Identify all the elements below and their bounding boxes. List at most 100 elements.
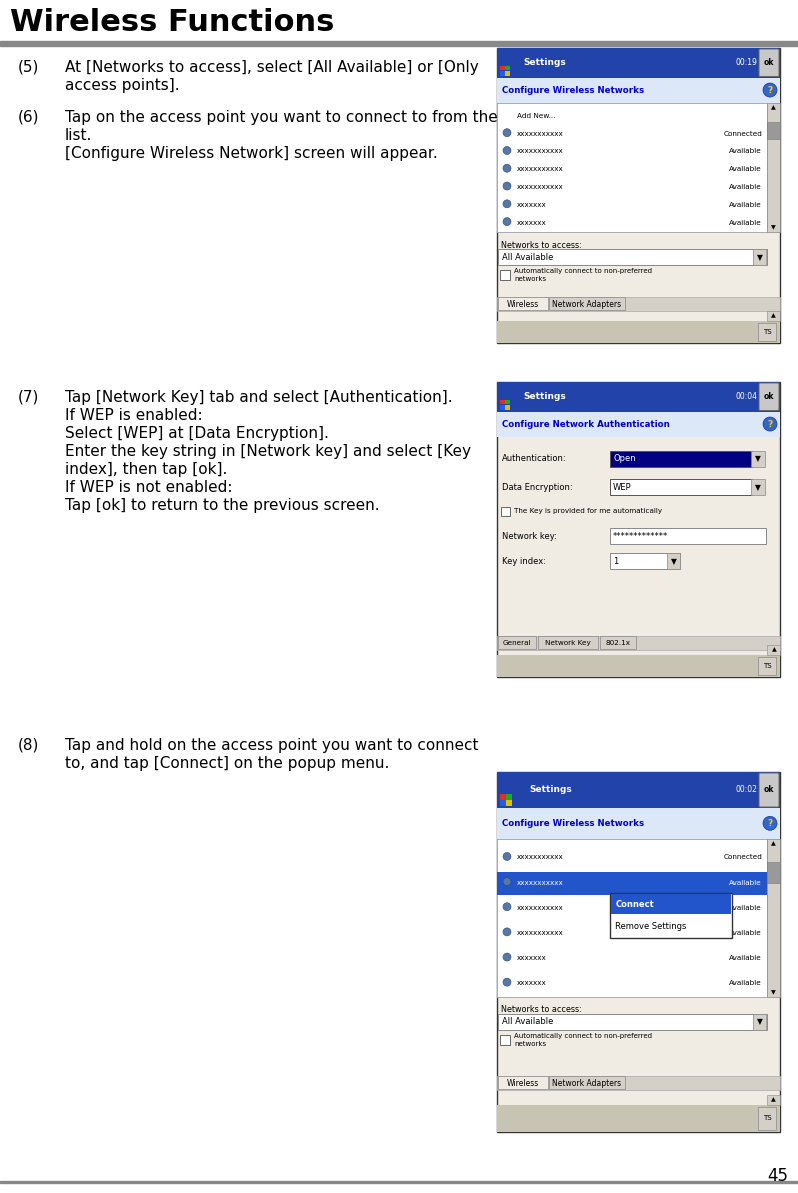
Bar (498, 636, 536, 649)
Text: list.: list. (65, 128, 93, 143)
Text: Connected: Connected (723, 854, 762, 860)
FancyBboxPatch shape (759, 773, 779, 806)
Text: Available: Available (729, 879, 762, 885)
Text: Tap on the access point you want to connect to from the: Tap on the access point you want to conn… (65, 110, 498, 125)
Bar (767, 863, 780, 883)
Text: (6): (6) (18, 110, 39, 125)
Bar (751, 480, 764, 495)
Bar (610, 480, 752, 495)
Text: xxxxxxx: xxxxxxx (517, 981, 547, 987)
Text: ▼: ▼ (671, 557, 678, 565)
Bar (497, 382, 780, 676)
Text: At [Networks to access], select [All Available] or [Only: At [Networks to access], select [All Ava… (65, 60, 479, 75)
Text: Networks to access:: Networks to access: (501, 1006, 582, 1014)
Text: Available: Available (729, 904, 762, 910)
Bar (497, 872, 767, 895)
Bar (767, 311, 780, 321)
Bar (0, 41, 798, 47)
Text: TS: TS (763, 329, 772, 335)
Text: Data Encryption:: Data Encryption: (502, 482, 573, 492)
Bar (497, 636, 780, 650)
Bar (767, 839, 780, 997)
Text: Settings: Settings (523, 58, 567, 67)
Text: 1: 1 (613, 557, 618, 565)
Bar (753, 249, 766, 265)
Bar (497, 655, 780, 676)
Bar (500, 1036, 510, 1045)
Bar (767, 103, 780, 233)
Text: Key index:: Key index: (502, 557, 546, 565)
Bar (667, 554, 680, 569)
Bar (498, 297, 548, 310)
Bar (758, 1107, 776, 1130)
Text: ▲: ▲ (772, 648, 776, 653)
Bar (497, 808, 780, 839)
Bar (497, 297, 780, 311)
Circle shape (503, 903, 511, 910)
Text: Remove Settings: Remove Settings (615, 922, 686, 931)
Bar (507, 801, 512, 806)
Text: Settings: Settings (523, 392, 567, 401)
Bar (505, 70, 510, 75)
Bar (497, 1105, 780, 1132)
Circle shape (763, 418, 777, 431)
Circle shape (763, 84, 777, 97)
Bar (610, 892, 732, 938)
Circle shape (503, 147, 511, 154)
Bar (767, 1095, 780, 1105)
Text: Network Key: Network Key (545, 639, 591, 645)
Text: ▲: ▲ (771, 841, 776, 847)
Bar (497, 382, 780, 412)
Bar (500, 271, 510, 280)
Circle shape (503, 165, 511, 172)
FancyBboxPatch shape (759, 383, 779, 410)
Text: ok: ok (764, 392, 774, 401)
Bar (497, 772, 780, 1132)
Text: Authentication:: Authentication: (502, 455, 567, 464)
Bar (497, 48, 780, 78)
Bar (505, 400, 510, 404)
Text: Add New...: Add New... (517, 113, 555, 119)
Text: ▲: ▲ (771, 105, 776, 111)
Text: Wireless: Wireless (507, 299, 539, 309)
Bar (497, 839, 767, 997)
Text: The Key is provided for me automatically: The Key is provided for me automatically (514, 508, 662, 514)
Circle shape (503, 217, 511, 225)
Bar (610, 528, 766, 544)
Text: Available: Available (729, 981, 762, 987)
Text: WEP: WEP (613, 482, 632, 492)
Bar (497, 321, 780, 344)
Circle shape (503, 853, 511, 860)
Bar (611, 895, 731, 914)
Text: Available: Available (729, 202, 762, 208)
Text: TS: TS (763, 1115, 772, 1121)
Text: access points].: access points]. (65, 78, 180, 93)
Text: ▲: ▲ (771, 1098, 776, 1102)
Text: index], then tap [ok].: index], then tap [ok]. (65, 462, 227, 477)
Text: TS: TS (763, 663, 772, 669)
Text: xxxxxxxxxxx: xxxxxxxxxxx (517, 184, 563, 190)
Bar (751, 451, 764, 466)
Text: ▼: ▼ (755, 455, 760, 464)
Text: Automatically connect to non-preferred
networks: Automatically connect to non-preferred n… (514, 268, 652, 283)
Bar (497, 772, 780, 808)
Text: Configure Network Authentication: Configure Network Authentication (502, 420, 670, 428)
FancyBboxPatch shape (759, 49, 779, 76)
Bar (498, 1076, 548, 1089)
Bar (505, 66, 510, 70)
Bar (767, 645, 780, 655)
Bar (497, 412, 780, 437)
Text: Settings: Settings (529, 785, 572, 795)
Text: General: General (503, 639, 531, 645)
Text: (8): (8) (18, 738, 39, 753)
Text: If WEP is not enabled:: If WEP is not enabled: (65, 480, 232, 495)
Text: xxxxxxxxxxx: xxxxxxxxxxx (517, 879, 563, 885)
Circle shape (503, 978, 511, 987)
Text: ▼: ▼ (755, 482, 760, 492)
Text: xxxxxxxxxxx: xxxxxxxxxxx (517, 929, 563, 935)
Bar (497, 78, 780, 103)
Bar (767, 122, 780, 138)
Bar (610, 451, 752, 466)
Bar (507, 793, 512, 799)
Bar (600, 636, 636, 649)
